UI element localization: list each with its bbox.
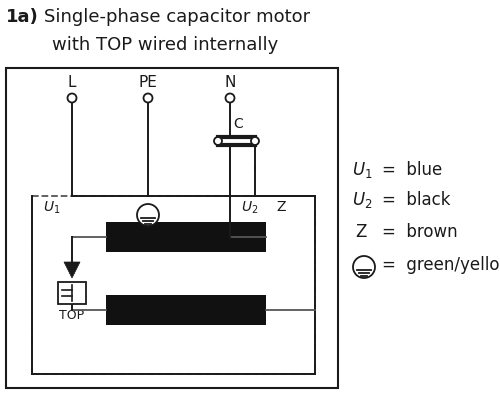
Bar [106, 222, 266, 252]
Text: =  brown: = brown [382, 223, 458, 241]
Circle shape [226, 94, 234, 102]
Text: 1a): 1a) [6, 8, 39, 26]
Bar [106, 295, 266, 325]
Circle shape [137, 204, 159, 226]
Text: =  black: = black [382, 191, 450, 209]
Text: Single-phase capacitor motor: Single-phase capacitor motor [44, 8, 310, 26]
Circle shape [251, 137, 259, 145]
Text: Z: Z [276, 200, 285, 214]
Text: $U_1$: $U_1$ [352, 160, 372, 180]
Text: Z: Z [355, 223, 366, 241]
Text: with TOP wired internally: with TOP wired internally [52, 36, 278, 54]
Polygon shape [64, 262, 80, 278]
Text: =  green/yellow: = green/yellow [382, 256, 500, 274]
Bar [6, 68, 338, 388]
Text: =  blue: = blue [382, 161, 442, 179]
Text: N: N [224, 75, 235, 90]
Text: PE: PE [138, 75, 158, 90]
Text: TOP: TOP [60, 309, 84, 322]
Text: $U_2$: $U_2$ [241, 200, 258, 216]
Text: C: C [233, 117, 243, 131]
Bar [32, 196, 315, 374]
Circle shape [68, 94, 76, 102]
Text: $U_1$: $U_1$ [43, 200, 60, 216]
Text: $U_2$: $U_2$ [352, 190, 372, 210]
Circle shape [214, 137, 222, 145]
Circle shape [144, 94, 152, 102]
Circle shape [353, 256, 375, 278]
Bar [58, 282, 86, 304]
Text: L: L [68, 75, 76, 90]
